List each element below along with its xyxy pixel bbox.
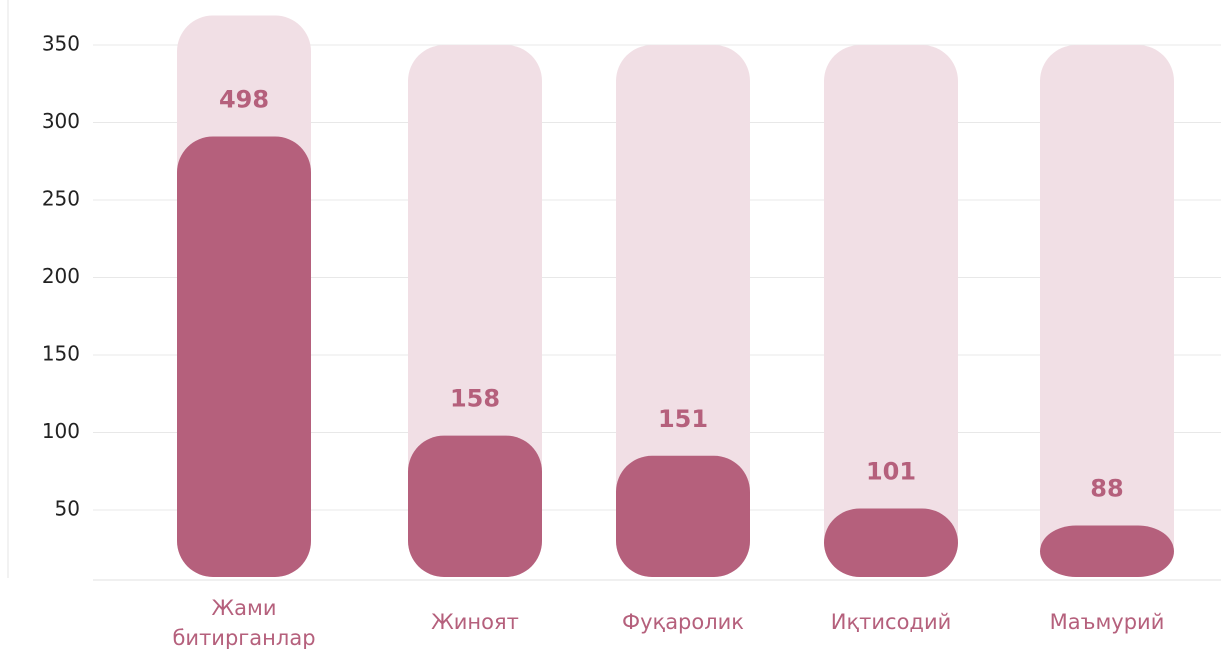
y-tick-label: 350 <box>42 32 80 56</box>
y-tick-label: 50 <box>55 497 80 521</box>
bar-annotation: 88 <box>1090 475 1123 503</box>
bar-track <box>824 45 958 577</box>
bar <box>1040 525 1174 577</box>
bar-track <box>616 45 750 577</box>
bar-annotation: 151 <box>658 405 708 433</box>
bar <box>824 508 958 577</box>
bar-annotation: 101 <box>866 457 916 485</box>
bar-annotation: 158 <box>450 385 500 413</box>
bar <box>616 455 750 577</box>
x-tick-label: Жиноят <box>431 610 519 634</box>
y-tick-label: 100 <box>42 419 80 443</box>
bar-annotation: 498 <box>219 85 269 113</box>
x-tick-label: Маъмурий <box>1049 610 1165 634</box>
x-tick-label: Иқтисодий <box>830 610 952 634</box>
bar <box>177 136 311 577</box>
y-tick-label: 150 <box>42 342 80 366</box>
x-tick-label: Жами битирганлар <box>172 596 316 649</box>
bar-track <box>1040 45 1174 577</box>
y-tick-label: 200 <box>42 264 80 288</box>
x-tick-label: Фуқаролик <box>622 610 744 634</box>
bar <box>408 435 542 577</box>
y-tick-label: 300 <box>42 109 80 133</box>
y-tick-label: 250 <box>42 187 80 211</box>
